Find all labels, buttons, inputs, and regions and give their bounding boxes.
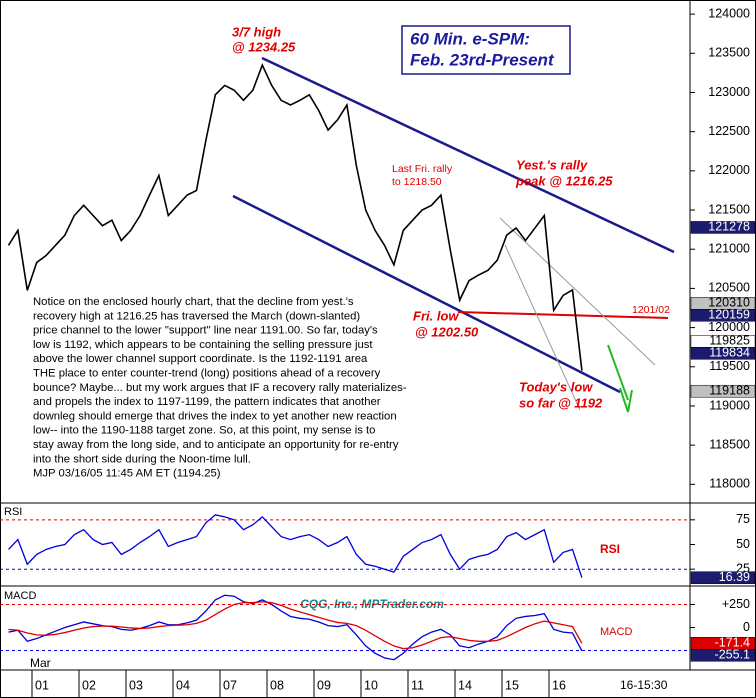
value-box-label: 120159 xyxy=(708,308,750,322)
price-line xyxy=(8,601,583,650)
annotation: @ 1234.25 xyxy=(232,39,296,54)
annotation: Fri. low xyxy=(413,308,459,323)
y-tick-label: 0 xyxy=(743,620,750,634)
y-tick-label: 123500 xyxy=(708,46,750,60)
value-box xyxy=(690,384,756,398)
x-tick-label: 03 xyxy=(129,678,143,692)
commentary: Notice on the enclosed hourly chart, tha… xyxy=(33,296,407,480)
commentary-line: bounce? Maybe... but my work argues that… xyxy=(33,382,407,394)
value-box-label: 119825 xyxy=(709,334,750,348)
x-tick-label: 09 xyxy=(317,678,331,692)
annotation: 3/7 high xyxy=(232,24,281,39)
y-tick-label: 50 xyxy=(736,537,750,551)
value-box xyxy=(690,347,756,360)
channel-upper xyxy=(261,56,675,254)
value-box xyxy=(690,221,756,234)
commentary-line: above the lower channel support coordina… xyxy=(33,353,368,365)
annotation: peak @ 1216.25 xyxy=(515,173,613,188)
commentary-line: downleg should emerge that drives the in… xyxy=(33,410,397,422)
value-box-label: 16.39 xyxy=(719,570,750,584)
price-line xyxy=(8,514,583,578)
minor-channel xyxy=(504,244,581,411)
annotation: @ 1202.50 xyxy=(415,324,479,339)
x-tick-label: 11 xyxy=(411,678,424,692)
y-tick-label: 121000 xyxy=(708,242,750,256)
y-tick-label: 120500 xyxy=(708,281,750,295)
title-box xyxy=(401,25,571,75)
x-tick-label: 07 xyxy=(223,678,237,692)
annotation: to 1218.50 xyxy=(392,176,442,188)
value-box xyxy=(690,649,756,662)
y-tick-label: 119000 xyxy=(709,398,750,412)
annotation: 1201/02 xyxy=(632,304,670,316)
y-tick-label: 124000 xyxy=(708,6,750,20)
commentary-line: recovery high at 1216.25 has traversed t… xyxy=(33,310,360,322)
minor-channel xyxy=(499,217,656,366)
y-tick-label: 122000 xyxy=(708,163,750,177)
value-box-label: -255.1 xyxy=(715,648,750,662)
legend: MACD xyxy=(600,626,632,638)
x-tick-label: 02 xyxy=(82,678,96,692)
annotation: so far @ 1192 xyxy=(519,395,603,410)
x-tick-label: 01 xyxy=(35,678,49,692)
channel-lower xyxy=(232,194,621,394)
title: Feb. 23rd-Present xyxy=(410,50,555,69)
y-tick-label: 118500 xyxy=(709,437,750,451)
legend: RSI xyxy=(600,542,620,556)
annotation: Yest.'s rally xyxy=(516,157,588,172)
commentary-line: and propels the index to 1197-1199, the … xyxy=(33,396,381,408)
y-tick-label: 121500 xyxy=(708,202,750,216)
value-box-label: 120310 xyxy=(708,296,750,310)
title: 60 Min. e-SPM: xyxy=(410,29,530,48)
y-tick-label: 118000 xyxy=(709,477,750,491)
panel-label: RSI xyxy=(4,506,22,518)
y-tick-label: 120000 xyxy=(708,320,750,334)
annotation: Last Fri. rally xyxy=(392,163,453,175)
x-tick-label: 16 xyxy=(552,678,566,692)
x-tick-label: 08 xyxy=(270,678,284,692)
commentary-line: price channel to the lower "support" lin… xyxy=(33,325,378,337)
value-box-label: 119834 xyxy=(709,346,750,360)
annotation: Today's low xyxy=(519,379,593,394)
y-tick-label: 75 xyxy=(736,512,750,526)
x-tick-label: 10 xyxy=(364,678,378,692)
value-box-label: 121278 xyxy=(708,220,750,234)
commentary-line: low is 1192, which appears to be contain… xyxy=(33,339,373,351)
panel-label: MACD xyxy=(4,590,36,602)
support-line xyxy=(457,311,669,319)
x-end-label: 16-15:30 xyxy=(620,678,668,692)
price-line xyxy=(7,62,583,371)
commentary-line: low-- into the 1190-1188 target zone. So… xyxy=(33,425,375,437)
commentary-line: into the short side during the Noon-time… xyxy=(33,453,251,465)
x-tick-label: 14 xyxy=(458,678,472,692)
y-tick-label: 122500 xyxy=(708,124,750,138)
arrow xyxy=(607,344,633,413)
x-tick-label: 15 xyxy=(505,678,519,692)
value-box-label: -171.4 xyxy=(715,636,750,650)
y-tick-label: 119500 xyxy=(709,359,750,373)
commentary-line: stay away from the long side, and to ant… xyxy=(33,439,399,451)
commentary-line: THE place to enter counter-trend (long) … xyxy=(33,367,381,379)
commentary-line: MJP 03/16/05 11:45 AM ET (1194.25) xyxy=(33,468,221,480)
value-box-label: 119188 xyxy=(709,384,750,398)
commentary-line: Notice on the enclosed hourly chart, tha… xyxy=(33,296,354,308)
y-tick-label: 123000 xyxy=(708,85,750,99)
x-tick-label: 04 xyxy=(176,678,190,692)
month-label: Mar xyxy=(30,656,51,670)
value-box xyxy=(690,309,756,322)
value-box xyxy=(690,571,756,584)
y-tick-label: +250 xyxy=(722,597,750,611)
